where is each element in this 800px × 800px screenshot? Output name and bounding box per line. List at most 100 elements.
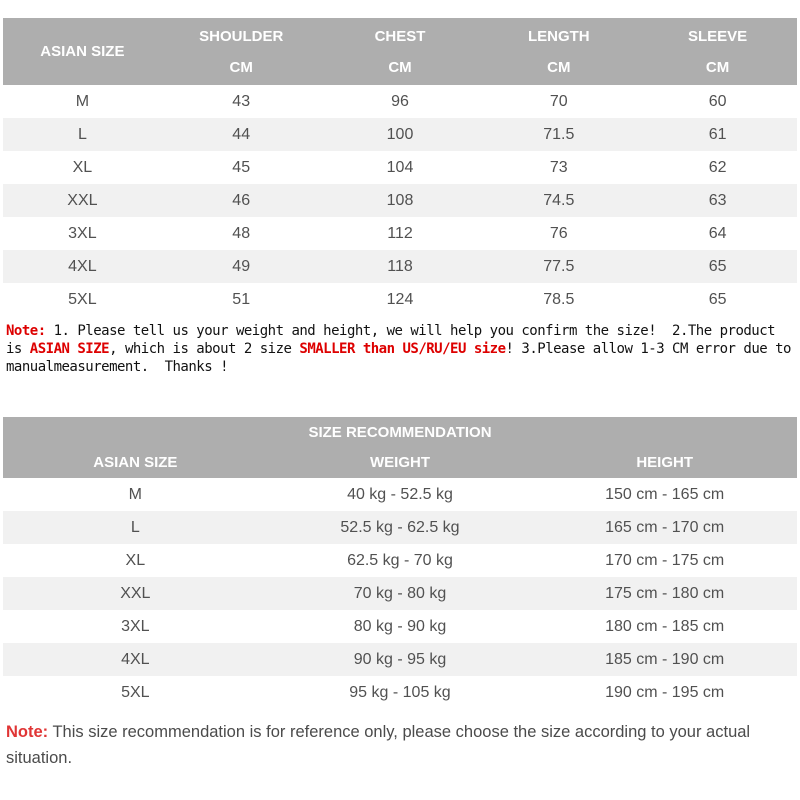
table-row: 4XL 49 118 77.5 65 bbox=[3, 250, 797, 283]
header-unit: CM bbox=[229, 58, 253, 76]
table-cell: XL bbox=[72, 158, 93, 176]
table-cell: 108 bbox=[386, 191, 414, 209]
note-text: 1. Please tell us your weight and height… bbox=[6, 323, 784, 357]
table-cell: 104 bbox=[386, 158, 414, 176]
table-cell: 165 cm - 170 cm bbox=[605, 518, 725, 536]
table-cell: 52.5 kg - 62.5 kg bbox=[340, 518, 460, 536]
note-label: Note: bbox=[6, 723, 49, 741]
table-cell: L bbox=[77, 125, 87, 143]
table-cell: 124 bbox=[386, 290, 414, 308]
table-row: XXL 46 108 74.5 63 bbox=[3, 184, 797, 217]
table-row: L 52.5 kg - 62.5 kg 165 cm - 170 cm bbox=[3, 511, 797, 544]
note-text: ! 3.Please allow 1-3 CM error due to man… bbox=[6, 341, 799, 375]
header-length: LENGTH CM bbox=[479, 18, 639, 85]
table-cell: 44 bbox=[232, 125, 251, 143]
table-row: XXL 70 kg - 80 kg 175 cm - 180 cm bbox=[3, 577, 797, 610]
table-cell: 48 bbox=[232, 224, 251, 242]
table-cell: 190 cm - 195 cm bbox=[605, 683, 725, 701]
table-cell: 63 bbox=[708, 191, 727, 209]
table-cell: 118 bbox=[387, 257, 413, 275]
header-label: LENGTH bbox=[527, 27, 590, 45]
table-cell: 65 bbox=[708, 257, 727, 275]
table-row: 3XL 48 112 76 64 bbox=[3, 217, 797, 250]
table-row: 5XL 95 kg - 105 kg 190 cm - 195 cm bbox=[3, 676, 797, 709]
table-cell: 61 bbox=[708, 125, 727, 143]
table-cell: 3XL bbox=[121, 617, 150, 635]
recommendation-table-header: SIZE RECOMMENDATION ASIAN SIZE WEIGHT HE… bbox=[3, 417, 797, 478]
table-cell: 96 bbox=[391, 92, 409, 110]
recommendation-note: Note: This size recommendation is for re… bbox=[6, 719, 791, 771]
recommendation-header-row: ASIAN SIZE WEIGHT HEIGHT bbox=[3, 447, 797, 478]
table-cell: 64 bbox=[708, 224, 727, 242]
note-text: , which is about 2 size bbox=[109, 341, 300, 357]
table-cell: 73 bbox=[549, 158, 568, 176]
table-cell: 65 bbox=[708, 290, 727, 308]
header-weight: WEIGHT bbox=[267, 447, 533, 478]
table-cell: 90 kg - 95 kg bbox=[353, 650, 447, 668]
header-unit: CM bbox=[388, 58, 412, 76]
header-unit: CM bbox=[547, 58, 571, 76]
header-asian-size: ASIAN SIZE bbox=[3, 447, 268, 478]
table-cell: 62.5 kg - 70 kg bbox=[347, 551, 453, 569]
table-cell: 180 cm - 185 cm bbox=[605, 617, 725, 635]
note-highlight: SMALLER than US/RU/EU size bbox=[299, 341, 506, 357]
header-unit: CM bbox=[705, 58, 730, 76]
size-chart-page: ASIAN SIZE SHOULDER CM CHEST CM bbox=[3, 18, 797, 771]
table-cell: 51 bbox=[232, 290, 251, 308]
recommendation-title-row: SIZE RECOMMENDATION bbox=[3, 417, 797, 447]
table-cell: 80 kg - 90 kg bbox=[353, 617, 447, 635]
table-cell: 5XL bbox=[121, 683, 150, 701]
note-highlight: ASIAN SIZE bbox=[29, 341, 110, 357]
table-cell: 40 kg - 52.5 kg bbox=[347, 485, 453, 503]
table-cell: 45 bbox=[232, 158, 251, 176]
table-cell: M bbox=[128, 485, 142, 503]
recommendation-table-body: M 40 kg - 52.5 kg 150 cm - 165 cm L 52.5 kg … bbox=[3, 478, 797, 709]
measurement-table: ASIAN SIZE SHOULDER CM CHEST CM bbox=[3, 18, 797, 316]
table-row: M 40 kg - 52.5 kg 150 cm - 165 cm bbox=[3, 478, 797, 511]
table-cell: 3XL bbox=[68, 224, 97, 242]
measurement-table-header: ASIAN SIZE SHOULDER CM CHEST CM bbox=[3, 18, 797, 85]
header-chest: CHEST CM bbox=[320, 18, 480, 85]
table-cell: 100 bbox=[386, 125, 414, 143]
measurement-note: Note: 1. Please tell us your weight and … bbox=[6, 322, 795, 376]
measurement-header-row: ASIAN SIZE SHOULDER CM CHEST CM bbox=[3, 18, 797, 85]
header-shoulder: SHOULDER CM bbox=[161, 18, 321, 85]
header-height: HEIGHT bbox=[532, 447, 797, 478]
note-highlight: Note: bbox=[6, 323, 46, 339]
table-row: 4XL 90 kg - 95 kg 185 cm - 190 cm bbox=[3, 643, 797, 676]
table-cell: 76 bbox=[549, 224, 568, 242]
table-cell: 43 bbox=[232, 92, 251, 110]
table-row: 3XL 80 kg - 90 kg 180 cm - 185 cm bbox=[3, 610, 797, 643]
table-cell: 112 bbox=[387, 224, 413, 242]
table-row: M 43 96 70 60 bbox=[3, 85, 797, 118]
table-cell: XXL bbox=[67, 191, 98, 209]
header-asian-size: ASIAN SIZE bbox=[3, 18, 162, 85]
header-label: CHEST bbox=[374, 27, 426, 45]
table-row: L 44 100 71.5 61 bbox=[3, 118, 797, 151]
table-row: XL 45 104 73 62 bbox=[3, 151, 797, 184]
table-cell: 95 kg - 105 kg bbox=[349, 683, 451, 701]
recommendation-table: SIZE RECOMMENDATION ASIAN SIZE WEIGHT HE… bbox=[3, 417, 797, 709]
recommendation-table-title: SIZE RECOMMENDATION bbox=[3, 417, 797, 447]
table-cell: XXL bbox=[120, 584, 151, 602]
table-cell: 185 cm - 190 cm bbox=[605, 650, 725, 668]
table-cell: 5XL bbox=[68, 290, 97, 308]
table-row: 5XL 51 124 78.5 65 bbox=[3, 283, 797, 316]
table-cell: 4XL bbox=[68, 257, 97, 275]
measurement-table-body: M 43 96 70 60 L 44 100 71.5 61 XL 45 104 73 62 XXL 46 108… bbox=[3, 85, 797, 316]
table-cell: 4XL bbox=[121, 650, 150, 668]
table-row: XL 62.5 kg - 70 kg 170 cm - 175 cm bbox=[3, 544, 797, 577]
table-cell: 71.5 bbox=[543, 125, 575, 143]
table-cell: 77.5 bbox=[543, 257, 575, 275]
table-cell: L bbox=[130, 518, 140, 536]
header-label: ASIAN SIZE bbox=[40, 43, 125, 60]
table-cell: 78.5 bbox=[543, 290, 575, 308]
table-cell: 46 bbox=[232, 191, 251, 209]
header-sleeve: SLEEVE CM bbox=[638, 18, 797, 85]
table-cell: 170 cm - 175 cm bbox=[605, 551, 725, 569]
note-text: This size recommendation is for referenc… bbox=[6, 723, 751, 767]
table-cell: 60 bbox=[708, 92, 727, 110]
header-label: SHOULDER bbox=[199, 27, 284, 45]
table-cell: 70 kg - 80 kg bbox=[353, 584, 447, 602]
table-cell: M bbox=[75, 92, 90, 110]
